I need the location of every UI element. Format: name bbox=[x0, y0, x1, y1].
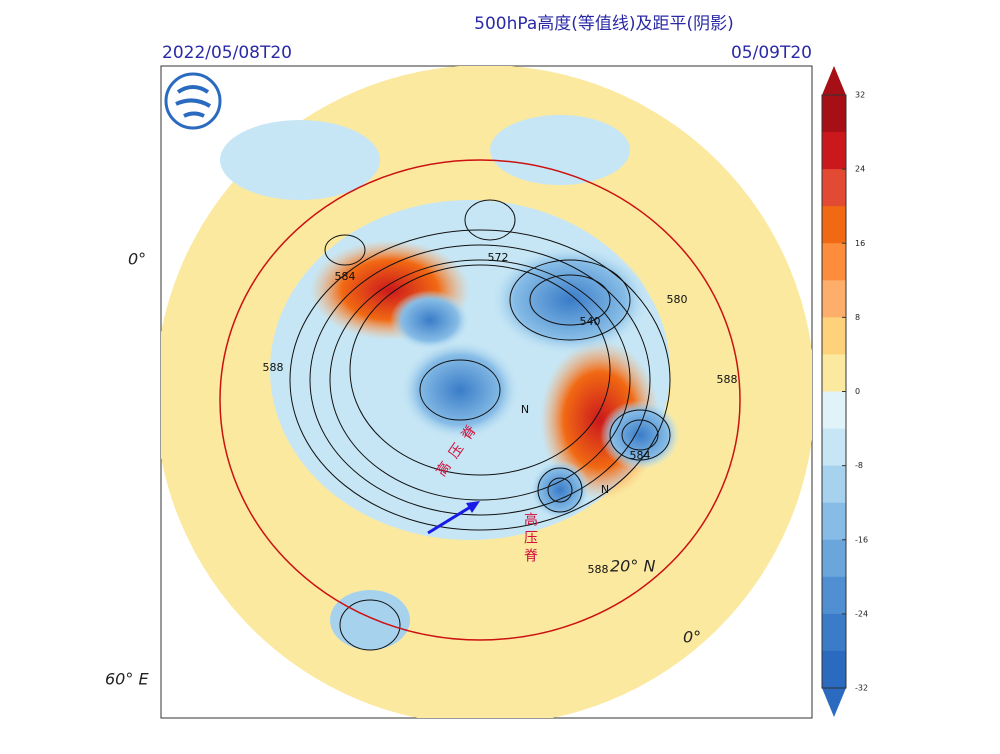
colorbar: 32 24 16 8 0 -8 -16 -24 -32 bbox=[821, 66, 868, 717]
anomaly bbox=[490, 245, 650, 355]
colorbar-tick-label: 0 bbox=[855, 387, 860, 396]
map bbox=[161, 66, 812, 718]
valid-time: 05/09T20 bbox=[731, 43, 812, 63]
colorbar-band bbox=[822, 317, 846, 355]
colorbar-band bbox=[822, 206, 846, 244]
contour-label: 588 bbox=[717, 373, 738, 386]
graticule-label: 0° bbox=[128, 250, 146, 269]
contour-label: 572 bbox=[488, 251, 509, 264]
contour-label: 584 bbox=[335, 270, 356, 283]
colorbar-band bbox=[822, 539, 846, 578]
anomaly bbox=[490, 115, 630, 185]
contour-label: N bbox=[601, 483, 609, 496]
colorbar-tick-label: -24 bbox=[855, 609, 868, 618]
colorbar-band bbox=[822, 95, 846, 133]
annotation: 高压脊 bbox=[522, 511, 538, 566]
colorbar-band bbox=[822, 650, 846, 689]
anomaly bbox=[400, 340, 520, 440]
contours bbox=[289, 199, 671, 651]
colorbar-tick-label: 16 bbox=[855, 239, 865, 248]
colorbar-band bbox=[822, 280, 846, 318]
contour-label: N bbox=[521, 403, 529, 416]
colorbar-band bbox=[822, 576, 846, 615]
colorbar-band bbox=[822, 465, 846, 504]
colorbar-band bbox=[822, 428, 846, 467]
title: 500hPa高度(等值线)及距平(阴影) bbox=[474, 14, 734, 34]
anomaly bbox=[330, 590, 410, 650]
colorbar-tick-label: 24 bbox=[855, 165, 865, 174]
contour-label: 588 bbox=[263, 361, 284, 374]
anomaly bbox=[220, 120, 380, 200]
colorbar-top bbox=[822, 66, 846, 95]
anomaly bbox=[390, 290, 470, 350]
colorbar-band bbox=[822, 132, 846, 170]
graticule-label: 0° bbox=[683, 628, 701, 647]
colorbar-tick-label: 32 bbox=[855, 91, 865, 100]
graticule-label: 20° N bbox=[610, 557, 655, 576]
colorbar-tick-label: -8 bbox=[855, 461, 863, 470]
colorbar-band bbox=[822, 243, 846, 281]
colorbar-tick-label: -16 bbox=[855, 535, 868, 544]
contour-label: 588 bbox=[588, 563, 609, 576]
contour-588 bbox=[219, 159, 741, 641]
logo bbox=[164, 72, 222, 130]
colorbar-bottom bbox=[822, 688, 846, 717]
colorbar-tick-label: -32 bbox=[855, 684, 868, 693]
graticule-label: 60° E bbox=[105, 670, 149, 689]
anomaly bbox=[600, 400, 680, 470]
arrow bbox=[427, 504, 473, 535]
contour-label: 540 bbox=[580, 315, 601, 328]
colorbar-tick-label: 8 bbox=[855, 313, 860, 322]
start-time: 2022/05/08T20 bbox=[162, 43, 292, 63]
colorbar-band bbox=[822, 169, 846, 207]
colorbar-band bbox=[822, 613, 846, 652]
colorbar-band bbox=[822, 391, 846, 430]
contour-label: 580 bbox=[667, 293, 688, 306]
contour-label: 584 bbox=[630, 449, 651, 462]
colorbar-band bbox=[822, 354, 846, 392]
colorbar-band bbox=[822, 502, 846, 541]
arrow-head bbox=[466, 501, 480, 513]
